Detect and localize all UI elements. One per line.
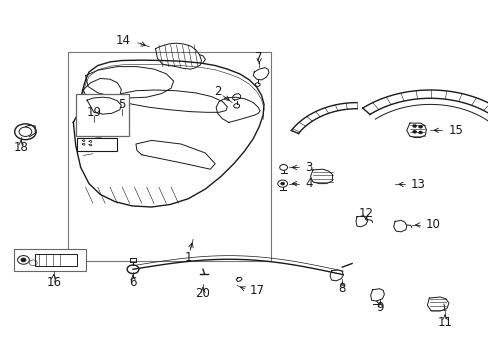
Text: 1: 1 xyxy=(184,251,192,264)
Text: 14: 14 xyxy=(116,34,131,47)
Text: 5: 5 xyxy=(118,98,126,111)
Circle shape xyxy=(412,125,416,127)
Text: 20: 20 xyxy=(195,287,210,300)
Text: 18: 18 xyxy=(14,141,28,154)
Circle shape xyxy=(418,125,422,128)
Bar xyxy=(35,254,77,266)
Bar xyxy=(68,52,271,261)
Circle shape xyxy=(412,130,416,133)
Text: 2: 2 xyxy=(213,85,221,98)
Text: 12: 12 xyxy=(358,207,372,220)
Bar xyxy=(77,138,117,151)
Bar xyxy=(14,249,86,271)
Circle shape xyxy=(418,131,422,134)
Text: 17: 17 xyxy=(249,284,264,297)
Text: 19: 19 xyxy=(86,106,101,119)
Text: 9: 9 xyxy=(376,301,384,314)
Text: 8: 8 xyxy=(338,282,346,294)
Bar xyxy=(76,94,128,136)
Text: 7: 7 xyxy=(255,51,263,64)
Text: 16: 16 xyxy=(46,276,61,289)
Text: 15: 15 xyxy=(448,124,463,137)
Text: 13: 13 xyxy=(410,178,425,191)
Text: 6: 6 xyxy=(129,276,137,289)
Text: 3: 3 xyxy=(305,161,312,174)
Circle shape xyxy=(280,182,284,185)
Text: 4: 4 xyxy=(305,177,312,190)
Text: 11: 11 xyxy=(437,316,451,329)
Text: 10: 10 xyxy=(425,219,439,231)
Circle shape xyxy=(21,258,26,262)
